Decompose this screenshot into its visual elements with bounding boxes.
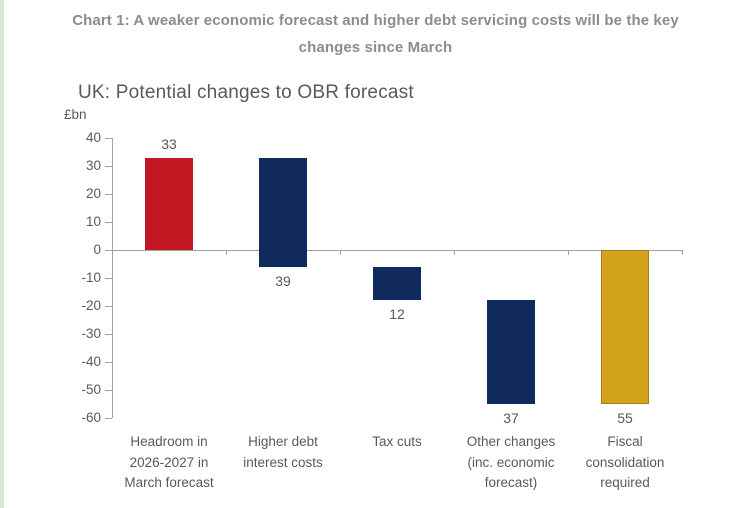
chart-bar (373, 266, 421, 301)
y-axis-tick (105, 222, 112, 223)
y-axis-unit-label: £bn (64, 107, 87, 122)
y-axis-tick-label: 10 (85, 214, 101, 229)
x-axis-line (112, 250, 683, 251)
chart-heading: Chart 1: A weaker economic forecast and … (10, 7, 741, 61)
y-axis-tick-label: -30 (81, 326, 101, 341)
chart-bar (259, 157, 307, 267)
chart-title: UK: Potential changes to OBR forecast (78, 82, 414, 103)
y-axis-tick-label: -10 (81, 270, 101, 285)
y-axis-tick (105, 138, 112, 139)
x-axis-tick (454, 250, 455, 255)
y-axis-tick-label: 30 (85, 158, 101, 173)
y-axis-tick-label: -40 (81, 354, 101, 369)
y-axis-tick-label: -60 (81, 410, 101, 425)
x-axis-category-label: Fiscal consolidation required (585, 434, 665, 490)
x-axis-category-label: Tax cuts (372, 434, 422, 449)
x-axis-category-label: Headroom in 2026-2027 in March forecast (124, 434, 214, 490)
x-axis-tick (568, 250, 569, 255)
chart-heading-line1: Chart 1: A weaker economic forecast and … (72, 12, 679, 29)
y-axis-tick (105, 390, 112, 391)
y-axis-tick (105, 166, 112, 167)
y-axis-tick-label: -50 (81, 382, 101, 397)
y-axis-tick (105, 306, 112, 307)
y-axis-tick-label: 20 (85, 186, 101, 201)
y-axis-tick (105, 418, 112, 419)
y-axis-tick-label: 40 (85, 130, 101, 145)
x-axis-tick (226, 250, 227, 255)
y-axis-tick-label: 0 (93, 242, 101, 257)
y-axis-line (112, 138, 113, 418)
y-axis-tick (105, 278, 112, 279)
y-axis-tick-label: -20 (81, 298, 101, 313)
bar-value-label: 12 (389, 306, 405, 323)
bar-value-label: 55 (617, 410, 633, 426)
x-axis-category-label: Higher debt interest costs (243, 434, 323, 470)
x-axis-category-label: Other changes (inc. economic forecast) (466, 434, 556, 490)
y-axis-tick (105, 250, 112, 251)
y-axis-tick (105, 334, 112, 335)
chart-heading-line2: changes since March (298, 39, 453, 56)
y-axis-tick (105, 194, 112, 195)
y-axis-tick (105, 362, 112, 363)
bar-value-label: 39 (275, 272, 291, 289)
bar-value-label: 33 (161, 135, 177, 152)
x-axis-tick (682, 250, 683, 255)
left-edge-strip (0, 0, 4, 508)
chart-bar (601, 250, 649, 404)
bar-value-label: 37 (503, 410, 519, 426)
x-axis-tick (340, 250, 341, 255)
chart-bar (145, 157, 193, 250)
chart-bar (487, 300, 535, 404)
